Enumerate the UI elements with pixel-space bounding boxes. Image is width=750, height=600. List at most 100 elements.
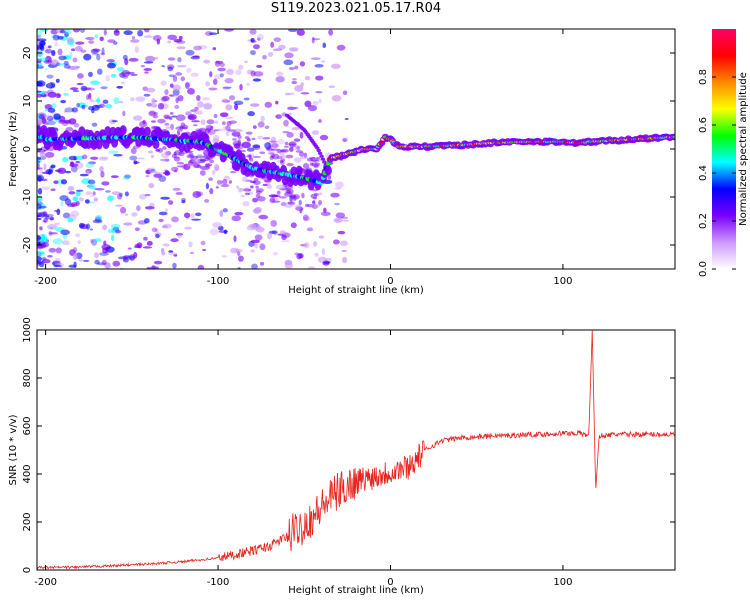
spectrogram-noise-blob: [37, 167, 41, 170]
spectrogram-noise-blob: [280, 202, 287, 207]
spectrogram-noise-blob: [37, 81, 43, 87]
colorbar-tick-label: 0.4: [698, 165, 709, 181]
spectrogram-noise-blob: [146, 266, 151, 269]
spectrogram-noise-blob: [320, 211, 331, 216]
spectrogram-noise-blob: [63, 92, 69, 96]
spectrogram-noise-blob: [64, 29, 72, 35]
spectrogram-noise-blob: [104, 104, 113, 109]
spectrogram-noise-blob: [104, 262, 111, 269]
spectrogram-noise-blob: [331, 63, 341, 70]
spectrogram-ridge-outer: [143, 126, 151, 137]
spectrogram-noise-blob: [150, 120, 157, 123]
spectrogram-noise-blob: [83, 53, 92, 61]
spectrogram-noise-blob: [93, 197, 98, 202]
spectrogram-noise-blob: [328, 29, 334, 36]
spectrogram-noise-blob: [42, 220, 47, 223]
spectrogram-noise-blob: [291, 80, 298, 85]
spectrogram-noise-blob: [37, 63, 40, 68]
spectrogram-noise-blob: [170, 167, 176, 171]
spectrogram-noise-blob: [122, 110, 126, 117]
spectrogram-noise-blob: [226, 68, 235, 75]
spectrogram-noise-blob: [50, 103, 57, 109]
spectrogram-noise-blob: [177, 95, 184, 102]
spectrogram-noise-blob: [157, 102, 165, 110]
spectrogram-noise-blob: [173, 253, 178, 257]
spectrogram-noise-blob: [241, 141, 252, 149]
spectrogram-noise-blob: [279, 196, 287, 199]
spectrogram-noise-blob: [295, 204, 303, 211]
spectrogram-noise-blob: [197, 101, 204, 108]
spectrogram-noise-blob: [74, 46, 83, 52]
spectrogram-noise-blob: [152, 115, 159, 119]
spectrogram-noise-blob: [208, 32, 218, 35]
spectrogram-noise-blob: [304, 100, 312, 108]
spectrogram-noise-blob: [253, 44, 260, 50]
spectrogram-noise-blob: [107, 195, 114, 202]
spectrogram-noise-blob: [342, 136, 349, 142]
spectrogram-noise-blob: [39, 45, 45, 51]
spectrogram-noise-blob: [250, 70, 256, 77]
spectrogram-noise-blob: [308, 266, 316, 269]
spectrogram-noise-blob: [72, 90, 80, 93]
spectrogram-noise-blob: [56, 93, 62, 98]
spectrogram-noise-blob: [318, 119, 322, 123]
spectrogram-x-ticks: -200 -100 0 100: [34, 29, 572, 287]
spectrogram-noise-blob: [124, 174, 132, 179]
spectrogram-ridge-outer: [295, 165, 303, 176]
spectrogram-noise-blob: [55, 78, 60, 83]
spectrogram-noise-blob: [255, 185, 259, 189]
spectrogram-noise-blob: [196, 95, 201, 102]
spectrogram-noise-blob: [161, 65, 165, 68]
spectrogram-noise-blob: [38, 205, 47, 209]
spectrogram-noise-blob: [277, 138, 285, 145]
spectrogram-noise-blob: [288, 143, 296, 146]
spectrogram-noise-blob: [129, 155, 138, 161]
spectrogram-noise-blob: [117, 193, 123, 200]
spectrogram-noise-blob: [295, 150, 304, 153]
spectrogram-noise-blob: [226, 121, 232, 127]
spectrogram-noise-blob: [335, 212, 346, 219]
spectrogram-noise-blob: [230, 170, 237, 174]
spectrogram-noise-blob: [47, 255, 53, 258]
spectrogram-noise-blob: [130, 73, 138, 76]
spectrogram-noise-blob: [37, 34, 42, 40]
spectrogram-noise-blob: [222, 126, 226, 132]
spectrogram-noise-blob: [196, 110, 203, 115]
spectrogram-noise-blob: [209, 71, 213, 78]
spectrogram-noise-blob: [225, 104, 233, 111]
spectrogram-noise-blob: [262, 136, 271, 140]
spectrogram-noise-blob: [309, 162, 314, 166]
spectrogram-noise-blob: [300, 82, 305, 87]
spectrogram-noise-blob: [161, 152, 169, 159]
spectrogram-noise-blob: [58, 55, 67, 61]
spectrogram-noise-blob: [250, 223, 261, 231]
spectrogram-noise-blob: [135, 96, 146, 102]
spectrogram-noise-blob: [76, 102, 80, 108]
spectrogram-noise-blob: [293, 138, 301, 142]
snr-x-tick-label: 0: [387, 577, 393, 588]
spectrogram-noise-blob: [255, 188, 264, 193]
spectrogram-noise-blob: [45, 82, 56, 89]
spectrogram-ridge-outer: [324, 165, 332, 176]
spectrogram-noise-blob: [251, 137, 256, 141]
spectrogram-noise-blob: [174, 104, 180, 109]
spectrogram-noise-blob: [248, 191, 254, 195]
spectrogram-noise-blob: [85, 87, 95, 91]
spectrogram-noise-blob: [101, 47, 105, 55]
spectrogram-noise-blob: [143, 29, 150, 33]
spectrogram-noise-blob: [43, 217, 48, 223]
spectrogram-branch: [319, 154, 324, 158]
spectrogram-noise-blob: [270, 136, 277, 144]
spectrogram-noise-blob: [294, 147, 301, 151]
spectrogram-noise-blob: [341, 249, 347, 252]
spectrogram-noise-blob: [275, 76, 285, 83]
spectrogram-noise-blob: [198, 127, 207, 133]
spectrogram-noise-blob: [161, 95, 170, 102]
spectrogram-noise-blob: [315, 91, 323, 94]
spectrogram-noise-blob: [88, 92, 92, 100]
spectrogram-noise-blob: [131, 36, 136, 40]
spectrogram-noise-blob: [342, 219, 349, 222]
spectrogram-noise-blob: [149, 170, 158, 174]
spectrogram-noise-blob: [248, 157, 254, 162]
